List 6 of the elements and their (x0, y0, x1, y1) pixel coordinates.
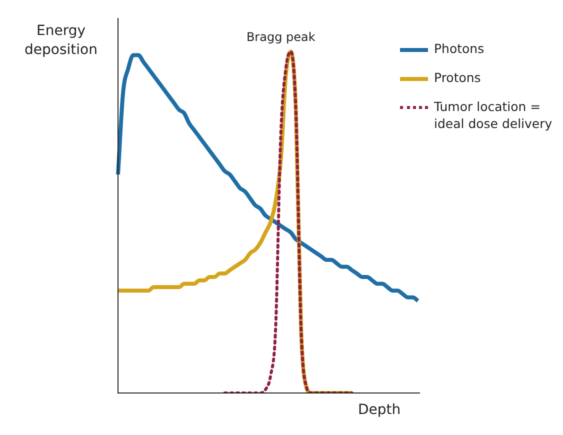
legend-label: Protons (434, 69, 481, 86)
text: Bragg peak (246, 30, 316, 44)
x-axis-title: Depth (358, 402, 401, 418)
legend-label: Photons (434, 40, 484, 57)
y-axis-title: Energy deposition (24, 22, 98, 60)
legend-label: Tumor location = ideal dose delivery (434, 98, 554, 132)
